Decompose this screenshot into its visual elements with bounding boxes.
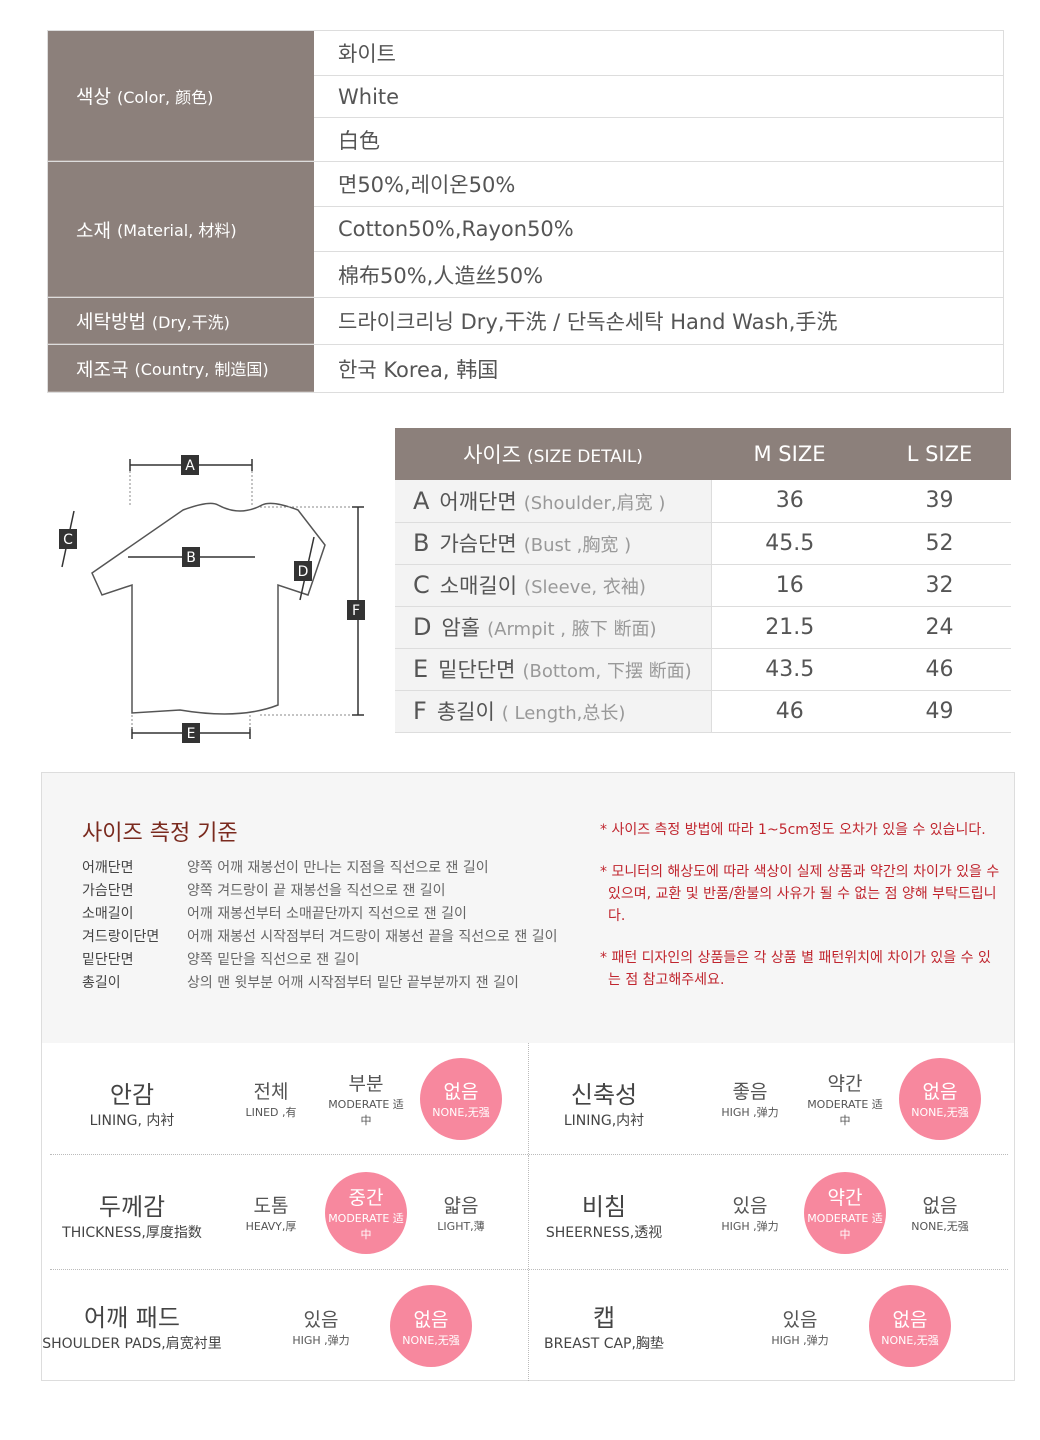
attribute-3: 비침 SHEERNESS,透视 있음 HIGH ,弹力 약간 MODERATE 适中 없음 N… [529, 1155, 1008, 1269]
info-row: 색상 (Color, 颜色) 화이트 White 白色 [48, 31, 1003, 162]
size-row: D 암홀 (Armpit , 腋下 断面) 21.5 24 [395, 606, 1011, 649]
criteria-item: 총길이 상의 맨 윗부분 어깨 시작점부터 밑단 끝부분까지 잰 길이 [82, 975, 519, 991]
option-selected: 없음 NONE,无强 [899, 1057, 981, 1140]
info-value: White [314, 76, 1003, 118]
diagram-label-A: A [181, 455, 199, 475]
shirt-outline [91, 502, 326, 715]
info-row: 세탁방법 (Dry,干洗) 드라이크리닝 Dry,干洗 / 단독손세탁 Hand W… [48, 298, 1003, 345]
note: * 사이즈 측정 방법에 따라 1~5cm정도 오차가 있을 수 있습니다. [600, 822, 986, 838]
info-label: 세탁방법 (Dry,干洗) [48, 298, 314, 344]
attribute-0: 안감 LINING, 内衬 전체 LINED ,有 부분 MODERATE 适中 없음 NON… [50, 1043, 529, 1154]
option-selected: 약간 MODERATE 适中 [804, 1171, 886, 1254]
m-size-header: M SIZE [711, 428, 868, 480]
option-selected: 없음 NONE,无强 [420, 1057, 502, 1140]
option: 얇음 LIGHT,薄 [437, 1195, 485, 1233]
info-label: 색상 (Color, 颜色) [48, 31, 314, 161]
criteria-item: 소매길이 어깨 재봉선부터 소매끝단까지 직선으로 잰 길이 [82, 906, 467, 922]
info-value: 면50%,레이온50% [314, 162, 1003, 207]
size-row: F 총길이 ( Length,总长) 46 49 [395, 690, 1011, 733]
info-row: 소재 (Material, 材料) 면50%,레이온50% Cotton50%,Ray… [48, 162, 1003, 298]
attribute-4: 어깨 패드 SHOULDER PADS,肩宽衬里 있음 HIGH ,弹力 없음 NONE,… [42, 1270, 529, 1381]
criteria-item: 겨드랑이단면 어깨 재봉선 시작점부터 겨드랑이 재봉선 끝을 직선으로 잰 길이 [82, 929, 558, 945]
product-info-table: 색상 (Color, 颜色) 화이트 White 白色 소재 (Material, 材料) 면… [47, 30, 1004, 393]
option-selected: 없음 NONE,无强 [869, 1285, 951, 1367]
option: 있음 HIGH ,弹力 [721, 1195, 779, 1233]
option-selected: 중간 MODERATE 适中 [325, 1171, 407, 1254]
option: 도톰 HEAVY,厚 [245, 1195, 297, 1233]
option: 없음 NONE,无强 [911, 1195, 969, 1233]
criteria-item: 가슴단면 양쪽 겨드랑이 끝 재봉선을 직선으로 잰 길이 [82, 883, 446, 899]
option: 약간 MODERATE 适中 [807, 1073, 883, 1127]
diagram-label-B: B [182, 547, 200, 567]
info-value: Cotton50%,Rayon50% [314, 207, 1003, 252]
size-row: B 가슴단면 (Bust ,胸宽 ) 45.5 52 [395, 522, 1011, 565]
svg-text:E: E [187, 726, 196, 742]
info-value: 화이트 [314, 31, 1003, 76]
size-header: 사이즈 (SIZE DETAIL) [395, 428, 711, 480]
size-table: 사이즈 (SIZE DETAIL) M SIZE L SIZE A 어깨단면 (Sh… [395, 428, 1011, 733]
attribute-2: 두께감 THICKNESS,厚度指数 도톰 HEAVY,厚 중간 MODERATE 适中 얇… [50, 1155, 529, 1269]
option: 부분 MODERATE 适中 [328, 1073, 404, 1127]
svg-text:B: B [186, 550, 196, 566]
attribute-5: 캡 BREAST CAP,胸垫 있음 HIGH ,弹力 없음 NONE,无强 [529, 1270, 1008, 1381]
size-row: E 밑단단면 (Bottom, 下摆 断面) 43.5 46 [395, 648, 1011, 691]
info-value: 棉布50%,人造丝50% [338, 263, 544, 288]
size-row: C 소매길이 (Sleeve, 衣袖) 16 32 [395, 564, 1011, 607]
guide-title: 사이즈 측정 기준 [82, 821, 238, 846]
attribute-1: 신축성 LINING,内衬 좋음 HIGH ,弹力 약간 MODERATE 适中 없음 NON… [529, 1043, 1008, 1154]
info-value: 드라이크리닝 Dry,干洗 / 단독손세탁 Hand Wash,手洗 [338, 310, 838, 334]
criteria-item: 어깨단면 양쪽 어깨 재봉선이 만나는 지점을 직선으로 잰 길이 [82, 860, 489, 876]
svg-text:F: F [352, 603, 360, 619]
size-row: A 어깨단면 (Shoulder,肩宽 ) 36 39 [395, 480, 1011, 523]
shirt-diagram: A B C D E F [59, 455, 365, 743]
measurement-guide: 사이즈 측정 기준 어깨단면 양쪽 어깨 재봉선이 만나는 지점을 직선으로 잰 … [41, 772, 1015, 1381]
diagram-label-C: C [59, 529, 77, 549]
criteria-item: 밑단단면 양쪽 밑단을 직선으로 잰 길이 [82, 952, 360, 968]
svg-text:D: D [298, 564, 309, 580]
l-size-header: L SIZE [868, 428, 1011, 480]
info-label: 소재 (Material, 材料) [48, 162, 314, 297]
info-value: 한국 Korea, 韩国 [338, 357, 499, 382]
option: 전체 LINED ,有 [245, 1081, 297, 1119]
svg-text:A: A [185, 458, 195, 474]
info-value: 白色 [338, 128, 380, 153]
note: * 모니터의 해상도에 따라 색상이 실제 상품과 약간의 차이가 있을 수 있… [600, 864, 1000, 924]
diagram-label-D: D [294, 561, 312, 581]
note: * 패턴 디자인의 상품들은 각 상품 별 패턴위치에 차이가 있을 수 있는 … [600, 950, 991, 988]
info-row: 제조국 (Country, 制造国) 한국 Korea, 韩国 [48, 345, 1003, 392]
option: 있음 HIGH ,弹力 [771, 1308, 829, 1347]
svg-text:C: C [63, 532, 73, 548]
option: 좋음 HIGH ,弹力 [721, 1081, 779, 1119]
info-label: 제조국 (Country, 制造国) [48, 345, 314, 392]
option-selected: 없음 NONE,无强 [390, 1285, 472, 1367]
diagram-label-F: F [347, 600, 365, 620]
diagram-label-E: E [182, 723, 200, 743]
option: 있음 HIGH ,弹力 [292, 1308, 350, 1347]
